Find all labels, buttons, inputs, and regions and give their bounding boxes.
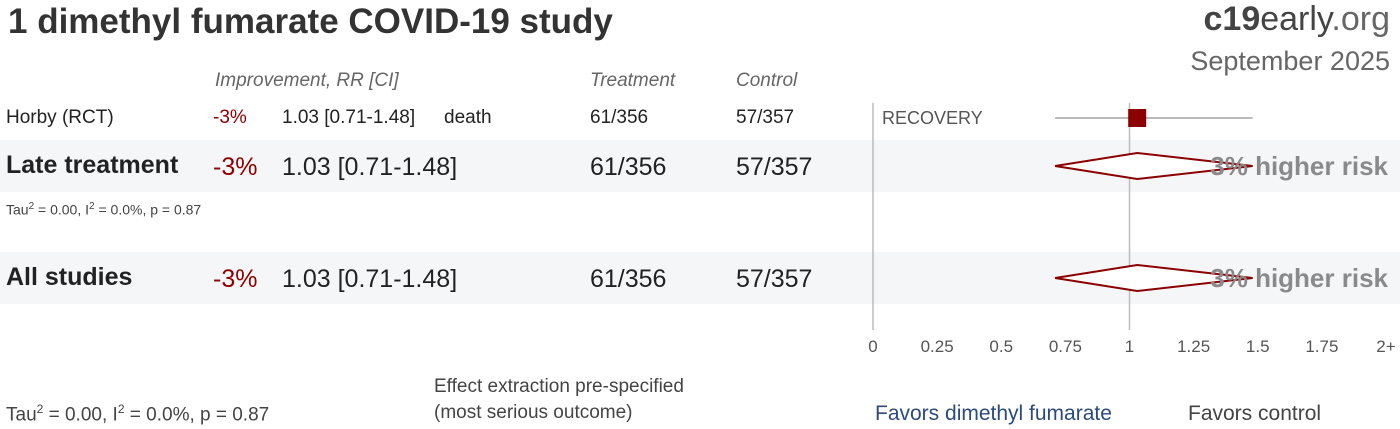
late-heterogeneity: Tau2 = 0.00, I2 = 0.0%, p = 0.87 [6,201,202,218]
late-improvement: -3% [213,153,258,181]
footer-note-line2: (most serious outcome) [434,402,633,423]
study-treatment: 61/356 [590,107,649,128]
report-date: September 2025 [1190,46,1390,76]
late-risk-label: 3% higher risk [1210,151,1388,181]
summary-diamond [1054,263,1253,293]
study-trial-name: RECOVERY [882,108,983,128]
tick-label: 1.25 [1177,337,1210,356]
late-treatment: 61/356 [590,153,667,181]
tick-label: 0.5 [989,337,1013,356]
all-improvement: -3% [213,265,258,293]
study-name[interactable]: Horby (RCT) [6,107,114,128]
header-treatment: Treatment [590,70,676,91]
study-rr: 1.03 [0.71-1.48] [282,107,416,128]
all-risk-label: 3% higher risk [1210,263,1388,293]
tick-label: 1.5 [1246,337,1270,356]
effect-marker [1128,109,1147,127]
all-treatment: 61/356 [590,265,667,293]
study-control: 57/357 [736,107,795,128]
study-outcome: death [444,107,492,128]
brand-logo[interactable]: c19early.org [1204,0,1391,39]
footer-note-line1: Effect extraction pre-specified [434,376,684,397]
late-treatment-label: Late treatment [6,151,179,179]
brand-normal: early [1260,0,1332,38]
tick-label: 0.25 [921,337,954,356]
favors-control-label: Favors control [1188,402,1322,425]
summary-diamond [1054,151,1253,181]
tick-label: 2+ [1376,337,1395,356]
footer-heterogeneity: Tau2 = 0.00, I2 = 0.0%, p = 0.87 [6,402,270,426]
brand-light: .org [1331,0,1390,38]
tick-label: 1 [1125,337,1134,356]
late-rr: 1.03 [0.71-1.48] [282,153,458,181]
tick-label: 0 [868,337,877,356]
header-control: Control [736,70,798,91]
tick-label: 0.75 [1049,337,1082,356]
all-control: 57/357 [736,265,813,293]
all-rr: 1.03 [0.71-1.48] [282,265,458,293]
favors-treatment-label: Favors dimethyl fumarate [875,402,1112,425]
header-improvement: Improvement, RR [CI] [215,70,399,91]
tick-label: 1.75 [1305,337,1338,356]
study-improvement: -3% [213,107,247,128]
brand-bold: c19 [1203,0,1261,38]
late-control: 57/357 [736,153,813,181]
all-studies-label: All studies [6,263,133,291]
page-title: 1 dimethyl fumarate COVID-19 study [8,2,613,41]
